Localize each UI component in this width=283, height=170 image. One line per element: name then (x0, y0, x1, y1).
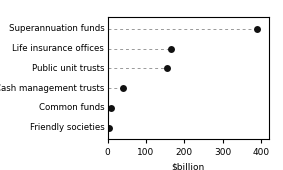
Text: Cash management trusts: Cash management trusts (0, 84, 104, 93)
Text: Public unit trusts: Public unit trusts (32, 64, 104, 73)
X-axis label: $billion: $billion (171, 163, 205, 170)
Text: Common funds: Common funds (39, 103, 104, 112)
Text: Friendly societies: Friendly societies (29, 123, 104, 132)
Text: Superannuation funds: Superannuation funds (8, 24, 104, 33)
Text: Life insurance offices: Life insurance offices (12, 44, 104, 53)
